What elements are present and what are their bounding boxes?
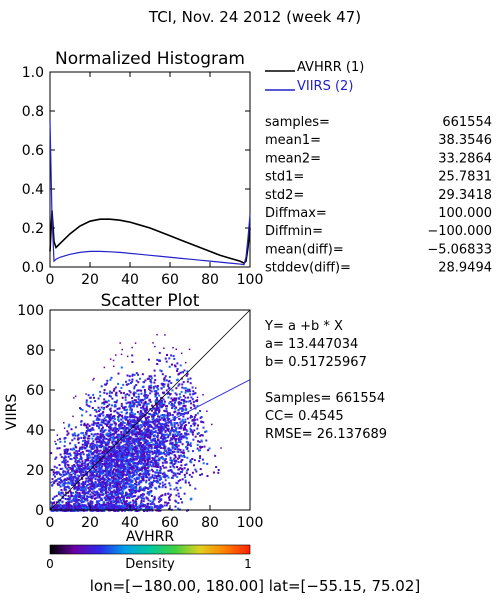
regression-fit-line bbox=[49, 379, 251, 484]
scatter-x-tick-label: 80 bbox=[201, 515, 219, 531]
histogram-stats: samples= 661554 mean1= 38.3546 mean2= 33.2864… bbox=[265, 115, 492, 276]
scatter-panel: 0 20 40 60 80 100 0 20 40 60 80 100 VIIRS AVHRR bbox=[4, 303, 263, 545]
stat-value: 38.3546 bbox=[438, 133, 492, 148]
histogram-y-tick-label: 0.6 bbox=[22, 143, 44, 159]
scatter-title: Scatter Plot bbox=[101, 291, 200, 311]
scatter-x-tick-label: 20 bbox=[81, 515, 99, 531]
histogram-panel: 0 20 40 60 80 100 0.0 0.2 0.4 0.6 0.8 1.0 bbox=[22, 65, 264, 288]
scatter-density-cloud bbox=[50, 333, 222, 512]
colorbar-gradient bbox=[49, 544, 251, 555]
scatter-y-tick-label: 40 bbox=[26, 423, 44, 439]
histogram-x-tick-label: 80 bbox=[201, 272, 219, 288]
legend-label-viirs: VIIRS (2) bbox=[297, 79, 353, 94]
stat-label: mean(diff)= bbox=[265, 242, 344, 257]
regression-a: a= 13.447034 bbox=[265, 337, 358, 352]
summary-cc: CC= 0.4545 bbox=[265, 409, 344, 424]
histogram-axes: 0 20 40 60 80 100 0.0 0.2 0.4 0.6 0.8 1.0 bbox=[22, 65, 264, 288]
scatter-y-tick-label: 20 bbox=[26, 463, 44, 479]
histogram-y-tick-label: 1.0 bbox=[22, 65, 44, 81]
identity-line bbox=[49, 309, 251, 511]
histogram-x-tick-label: 40 bbox=[121, 272, 139, 288]
stat-value: −100.000 bbox=[427, 224, 492, 239]
stat-value: 25.7831 bbox=[438, 170, 492, 185]
stat-label: std1= bbox=[265, 170, 304, 185]
scatter-x-tick-label: 0 bbox=[46, 515, 55, 531]
scatter-frame bbox=[49, 309, 251, 511]
stat-label: Diffmax= bbox=[265, 206, 327, 221]
histogram-y-tick-label: 0.4 bbox=[22, 182, 44, 198]
density-colorbar: 0 Density 1 bbox=[46, 544, 252, 572]
scatter-y-axis-label: VIIRS bbox=[4, 394, 20, 431]
histogram-series-viirs bbox=[49, 120, 251, 266]
stat-label: stddev(diff)= bbox=[265, 261, 351, 276]
stat-value: 100.000 bbox=[438, 206, 492, 221]
scatter-y-tick-label: 60 bbox=[26, 383, 44, 399]
stat-label: mean1= bbox=[265, 133, 321, 148]
stat-value: 29.3418 bbox=[438, 188, 492, 203]
regression-equation: Y= a +b * X bbox=[264, 319, 343, 334]
colorbar-label: Density bbox=[125, 557, 175, 572]
stat-label: mean2= bbox=[265, 151, 321, 166]
histogram-title: Normalized Histogram bbox=[55, 49, 245, 69]
legend-label-avhrr: AVHRR (1) bbox=[297, 60, 364, 75]
scatter-y-tick-label: 80 bbox=[26, 343, 44, 359]
scatter-x-tick-label: 60 bbox=[161, 515, 179, 531]
stat-label: std2= bbox=[265, 188, 304, 203]
histogram-x-tick-label: 100 bbox=[237, 272, 264, 288]
histogram-legend: AVHRR (1) VIIRS (2) bbox=[265, 60, 364, 94]
histogram-y-tick-label: 0.2 bbox=[22, 221, 44, 237]
histogram-x-tick-label: 60 bbox=[161, 272, 179, 288]
histogram-x-tick-label: 20 bbox=[81, 272, 99, 288]
scatter-y-tick-label: 100 bbox=[17, 303, 44, 319]
stat-label: samples= bbox=[265, 115, 330, 130]
scatter-y-tick-label: 0 bbox=[35, 503, 44, 519]
scatter-axes: 0 20 40 60 80 100 0 20 40 60 80 100 bbox=[17, 303, 263, 531]
stat-value: 28.9494 bbox=[438, 261, 492, 276]
stat-value: 661554 bbox=[442, 115, 492, 130]
scatter-x-axis-label: AVHRR bbox=[126, 529, 175, 545]
colorbar-min-label: 0 bbox=[46, 557, 54, 571]
colorbar-max-label: 1 bbox=[244, 557, 252, 571]
footer-range: lon=[−180.00, 180.00] lat=[−55.15, 75.02… bbox=[90, 577, 420, 595]
histogram-x-tick-label: 0 bbox=[46, 272, 55, 288]
stat-value: −5.06833 bbox=[427, 242, 492, 257]
page-title: TCI, Nov. 24 2012 (week 47) bbox=[148, 8, 361, 26]
regression-b: b= 0.51725967 bbox=[265, 355, 367, 370]
summary-rmse: RMSE= 26.137689 bbox=[265, 427, 387, 442]
histogram-y-tick-label: 0.0 bbox=[22, 260, 44, 276]
scatter-x-tick-label: 40 bbox=[121, 515, 139, 531]
histogram-frame bbox=[49, 71, 251, 268]
stat-value: 33.2864 bbox=[438, 151, 492, 166]
histogram-y-tick-label: 0.8 bbox=[22, 104, 44, 120]
scatter-x-tick-label: 100 bbox=[237, 515, 264, 531]
stat-label: Diffmin= bbox=[265, 224, 323, 239]
histogram-series-avhrr bbox=[49, 210, 251, 265]
regression-text: Y= a +b * X a= 13.447034 b= 0.51725967 S… bbox=[264, 319, 387, 442]
summary-samples: Samples= 661554 bbox=[265, 391, 385, 406]
